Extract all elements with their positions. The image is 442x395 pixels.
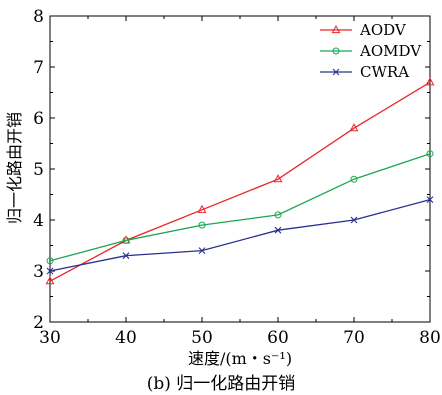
y-tick-label: 4 [33, 211, 44, 231]
x-marker-stroke [198, 247, 206, 254]
data-point-cwra [350, 216, 358, 224]
data-point-aomdv [426, 150, 434, 158]
x-tick-label: 50 [191, 328, 213, 348]
data-point-aodv [273, 174, 283, 183]
y-axis-label: 归一化路由开销 [5, 112, 24, 224]
x-marker-stroke [426, 196, 434, 203]
data-point-aodv [425, 77, 435, 86]
data-point-aodv [349, 123, 359, 132]
series-line-aodv [49, 81, 431, 282]
data-point-cwra [122, 252, 130, 260]
x-marker-stroke [274, 226, 282, 234]
legend: AODV AOMDV CWRA [320, 21, 422, 81]
legend-label-cwra: CWRA [360, 63, 409, 81]
x-marker-stroke [350, 216, 358, 224]
line-chart: 2 3 4 5 6 7 8 30 40 50 60 70 80 AODV AOMDV CWRA 速度/(m・… [5, 7, 441, 368]
x-marker-stroke [332, 68, 340, 76]
plot-frame [49, 15, 431, 323]
y-tick-label: 3 [33, 262, 44, 282]
axes: 2 3 4 5 6 7 8 30 40 50 60 70 80 [33, 7, 441, 348]
x-tick-label: 60 [267, 328, 289, 348]
legend-marker-aodv [331, 24, 341, 34]
x-tick-label: 40 [115, 328, 137, 348]
data-point-aomdv [198, 221, 206, 229]
data-point-aodv [45, 276, 55, 285]
data-point-aomdv [274, 211, 282, 219]
figure-caption: (b) 归一化路由开销 [146, 374, 296, 394]
legend-label-aodv: AODV [359, 21, 407, 39]
legend-marker-aomdv [332, 47, 340, 55]
y-tick-label: 8 [33, 7, 44, 27]
legend-marker-cwra [332, 68, 340, 76]
data-point-cwra [198, 247, 206, 254]
x-tick-label: 70 [343, 328, 365, 348]
data-point-aomdv [46, 257, 54, 265]
data-point-aodv [197, 204, 207, 213]
y-tick-label: 7 [33, 58, 44, 78]
x-tick-label: 30 [39, 328, 61, 348]
data-point-cwra [46, 267, 54, 275]
data-point-aomdv [350, 175, 358, 183]
y-tick-label: 2 [33, 313, 44, 333]
data-point-cwra [426, 196, 434, 203]
x-marker-stroke [122, 252, 130, 260]
series-line-cwra [49, 198, 431, 272]
y-tick-label: 5 [33, 160, 44, 180]
x-axis-label: 速度/(m・s⁻¹) [188, 349, 292, 368]
data-point-aomdv [122, 236, 130, 244]
legend-label-aomdv: AOMDV [359, 42, 422, 60]
x-tick-label: 80 [419, 328, 441, 348]
series-line-aomdv [49, 153, 431, 262]
series-group [45, 77, 435, 285]
x-marker-stroke [46, 267, 54, 275]
data-point-cwra [274, 226, 282, 234]
y-tick-label: 6 [33, 109, 44, 129]
